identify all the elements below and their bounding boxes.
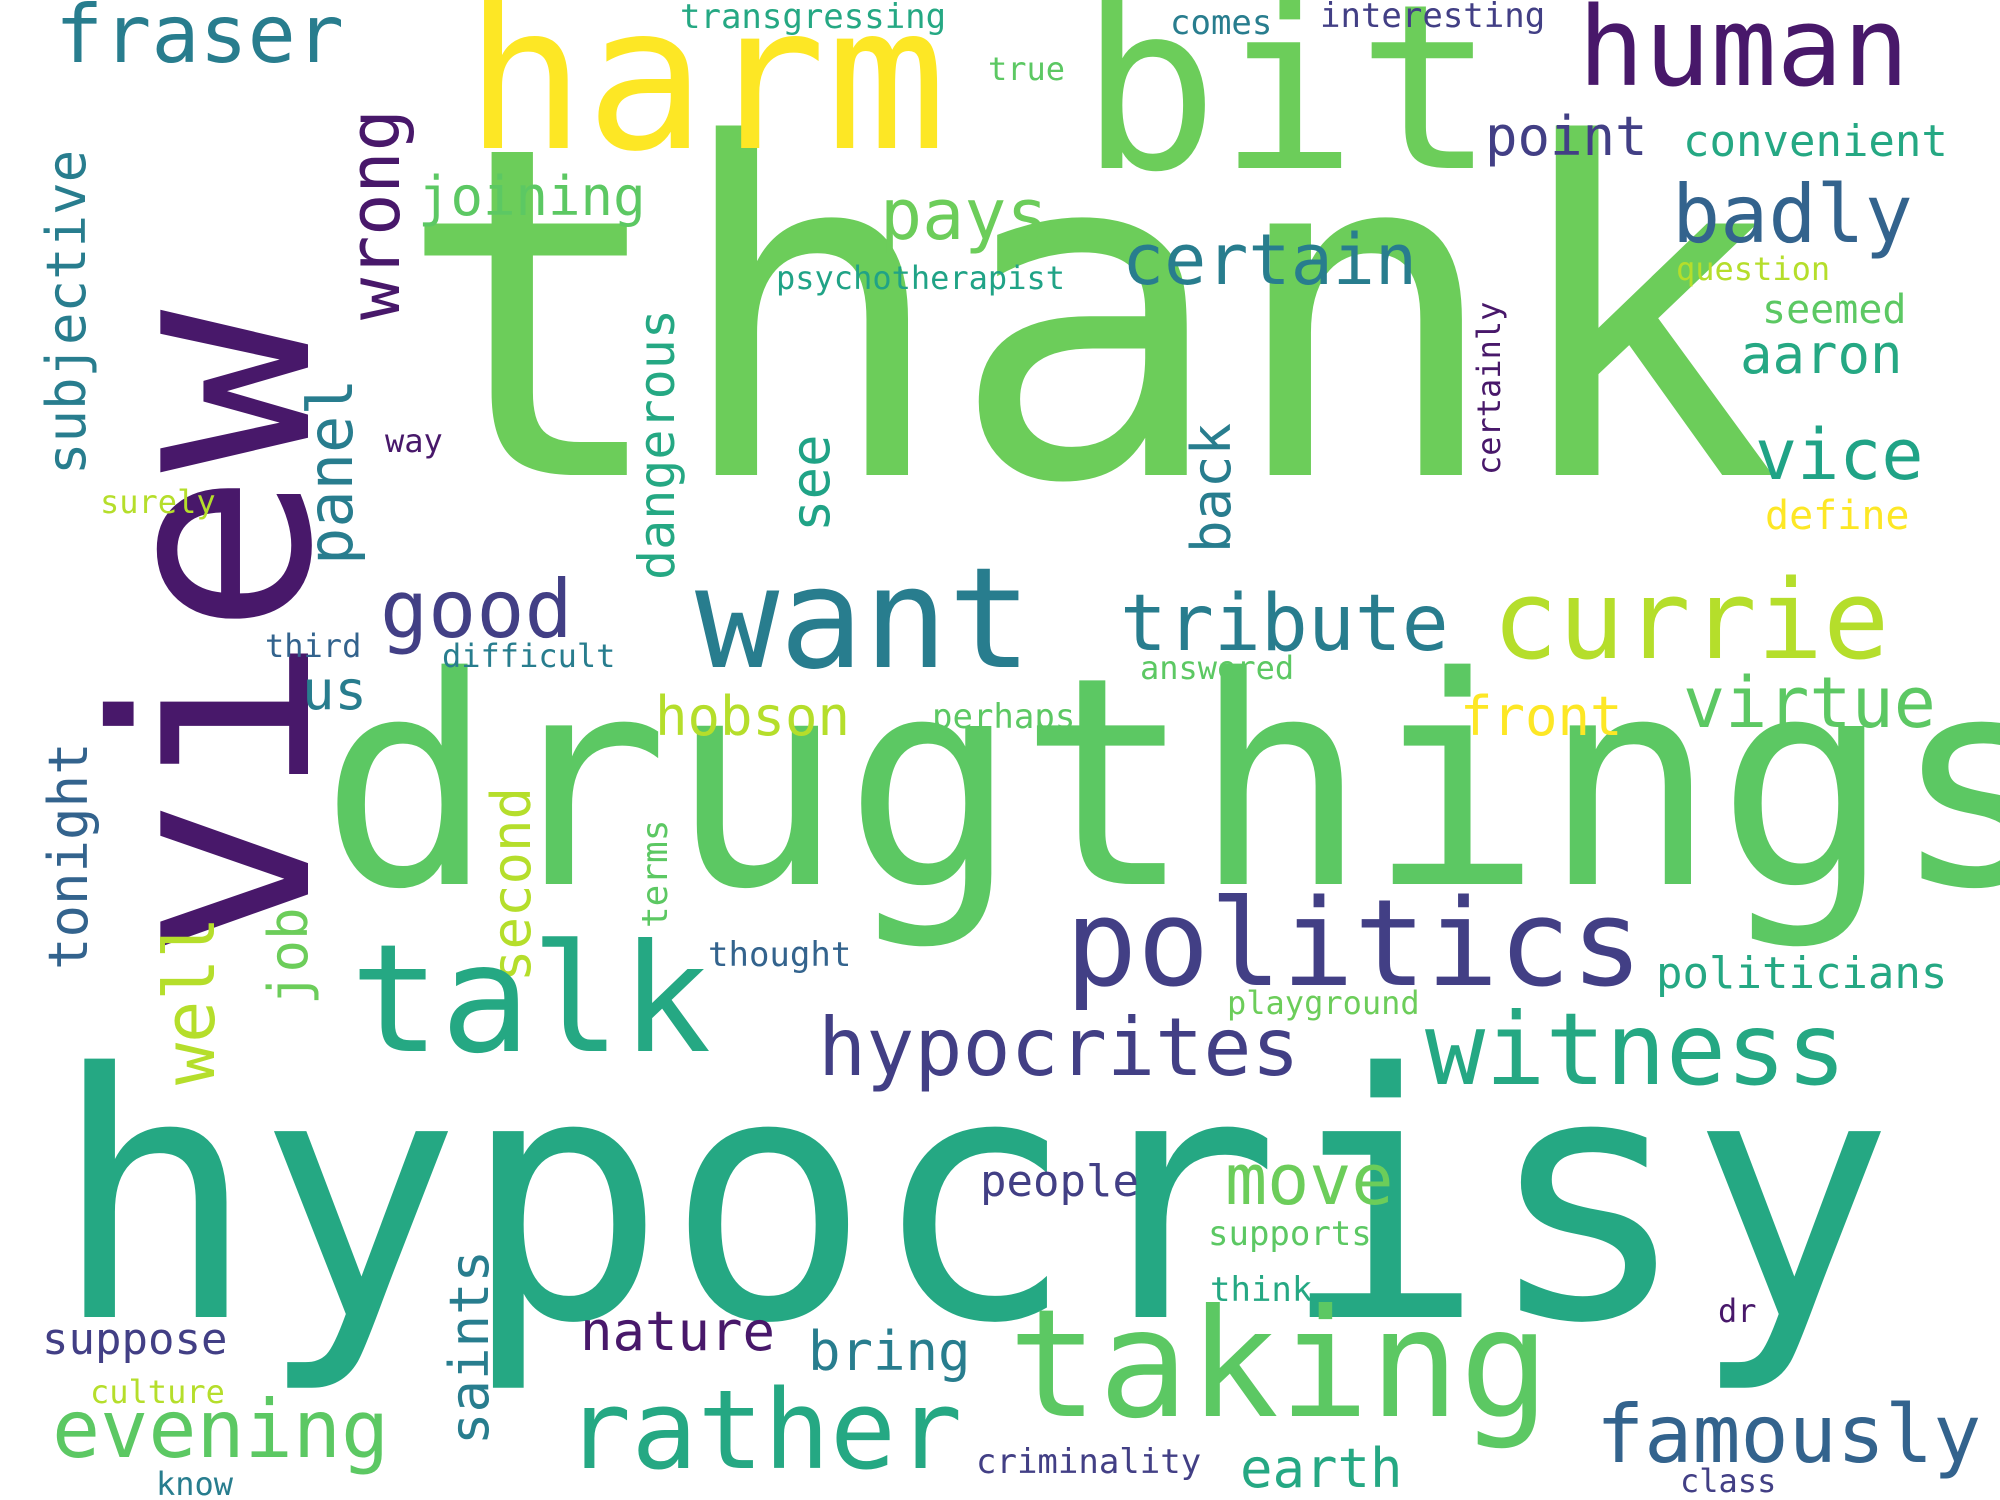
word-us: us	[302, 659, 368, 722]
word-think: think	[1210, 1270, 1313, 1310]
word-panel: panel	[294, 378, 367, 565]
word-front: front	[1460, 685, 1623, 748]
word-joining: joining	[418, 165, 646, 228]
word-certain: certain	[1122, 219, 1418, 301]
word-class: class	[1680, 1462, 1777, 1500]
word-tribute: tribute	[1120, 579, 1449, 669]
word-psychotherapist: psychotherapist	[776, 259, 1065, 297]
word-people: people	[980, 1156, 1139, 1207]
word-bit: bit	[1080, 0, 1496, 223]
word-politicians: politicians	[1656, 948, 1948, 999]
word-hypocrites: hypocrites	[818, 1001, 1300, 1094]
word-move: move	[1225, 1139, 1394, 1221]
word-pays: pays	[880, 174, 1049, 256]
word-third: third	[265, 627, 362, 665]
word-aaron: aaron	[1740, 323, 1903, 386]
word-convenient: convenient	[1683, 116, 1948, 167]
word-good: good	[380, 563, 573, 656]
word-hypocrisy: hypocrisy	[52, 1002, 1895, 1398]
word-want: want	[695, 538, 1033, 701]
word-taking: taking	[1008, 1278, 1550, 1452]
word-know: know	[156, 1465, 234, 1500]
word-nature: nature	[580, 1300, 776, 1363]
word-rather: rather	[565, 1366, 963, 1494]
word-badly: badly	[1672, 168, 1913, 261]
word-drugthings: drugthings	[320, 616, 2000, 953]
word-job: job	[257, 907, 320, 1005]
word-thought: thought	[708, 935, 852, 975]
word-subjective: subjective	[35, 149, 98, 475]
word-surely: surely	[100, 483, 216, 521]
word-human: human	[1578, 0, 1910, 111]
word-supports: supports	[1208, 1214, 1372, 1254]
word-define: define	[1765, 493, 1910, 539]
word-hobson: hobson	[655, 685, 851, 748]
word-way: way	[385, 422, 443, 460]
word-evening: evening	[52, 1383, 390, 1476]
word-true: true	[988, 50, 1066, 88]
word-virtue: virtue	[1683, 662, 1936, 744]
word-politics: politics	[1065, 875, 1643, 1014]
word-thank: thank	[395, 49, 1780, 584]
word-answered: answered	[1140, 649, 1295, 687]
word-playground: playground	[1227, 984, 1420, 1022]
word-bring: bring	[808, 1320, 971, 1383]
word-earth: earth	[1240, 1437, 1403, 1500]
word-perhaps: perhaps	[932, 697, 1076, 737]
word-currie: currie	[1492, 556, 1890, 684]
word-talk: talk	[350, 913, 712, 1087]
word-tonight: tonight	[37, 742, 100, 970]
word-question: question	[1676, 250, 1831, 288]
word-dr: dr	[1718, 1292, 1757, 1330]
word-suppose: suppose	[42, 1314, 228, 1365]
word-vice: vice	[1755, 414, 1924, 496]
word-point: point	[1485, 105, 1648, 168]
word-comes: comes	[1170, 3, 1273, 43]
word-fraser: fraser	[55, 0, 344, 81]
word-difficult: difficult	[442, 637, 616, 675]
word-seemed: seemed	[1762, 287, 1907, 333]
word-culture: culture	[90, 1373, 225, 1411]
word-harm: harm	[465, 0, 947, 196]
word-interesting: interesting	[1320, 0, 1546, 36]
word-famously: famously	[1596, 1388, 1982, 1481]
word-transgressing: transgressing	[680, 0, 947, 37]
word-criminality: criminality	[976, 1442, 1202, 1482]
word-witness: witness	[1425, 991, 1847, 1108]
